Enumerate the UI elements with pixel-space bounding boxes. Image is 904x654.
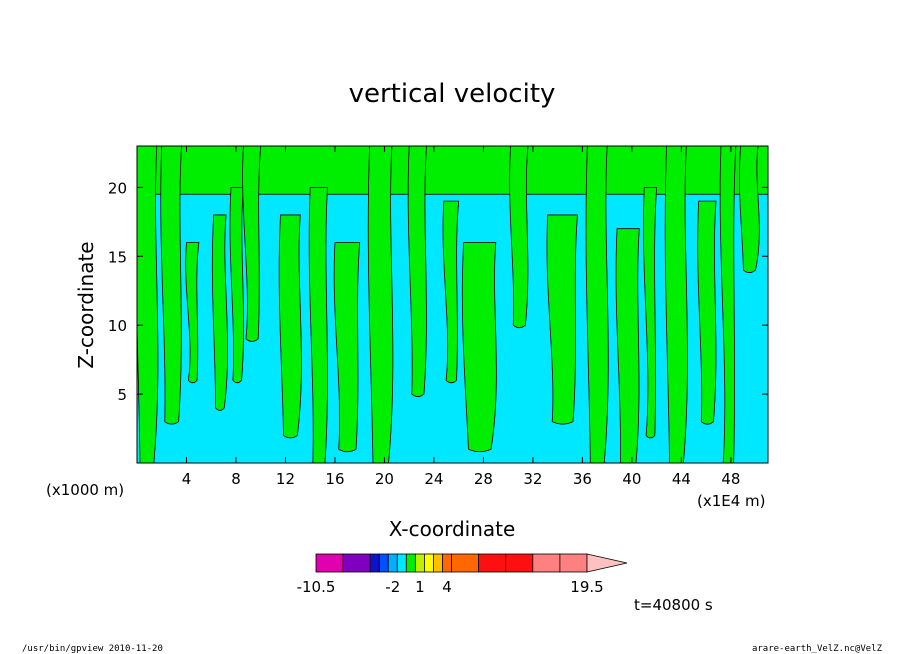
colorbar-label: -2 bbox=[385, 578, 400, 596]
colorbar-label: -10.5 bbox=[297, 578, 336, 596]
x-tick-label: 24 bbox=[424, 470, 443, 488]
colorbar-segment bbox=[532, 553, 561, 573]
chart-title: vertical velocity bbox=[349, 79, 556, 109]
colorbar-label: 19.5 bbox=[570, 578, 603, 596]
colorbar-label: 4 bbox=[442, 578, 452, 596]
positive-region bbox=[367, 146, 394, 463]
x-tick-label: 16 bbox=[325, 470, 344, 488]
y-tick-label: 10 bbox=[108, 317, 127, 335]
colorbar-segment bbox=[559, 553, 588, 573]
x-tick-label: 8 bbox=[231, 470, 241, 488]
positive-region bbox=[546, 214, 578, 425]
colorbar-segment bbox=[315, 553, 344, 573]
positive-region bbox=[585, 146, 609, 463]
colorbar-segment bbox=[414, 553, 425, 573]
footer-left: /usr/bin/gpview 2010-11-20 bbox=[22, 644, 163, 654]
y-tick-label: 15 bbox=[108, 248, 127, 266]
colorbar-segment bbox=[387, 553, 398, 573]
y-tick-label: 20 bbox=[108, 179, 127, 197]
plot-frame bbox=[136, 145, 769, 464]
positive-region bbox=[739, 146, 760, 273]
positive-region bbox=[407, 146, 427, 397]
positive-region bbox=[211, 214, 228, 411]
colorbar-segment bbox=[433, 553, 443, 573]
x-tick-label: 28 bbox=[474, 470, 493, 488]
colorbar-segment bbox=[478, 553, 507, 573]
colorbar-segment bbox=[378, 553, 389, 573]
positive-region bbox=[242, 146, 262, 342]
colorbar bbox=[315, 553, 628, 573]
colorbar-label: 1 bbox=[415, 578, 425, 596]
positive-velocity-regions bbox=[137, 146, 768, 463]
colorbar-segment bbox=[423, 553, 434, 573]
positive-region bbox=[308, 186, 328, 463]
positive-region bbox=[278, 214, 302, 439]
positive-region bbox=[615, 228, 640, 463]
x-axis-label: X-coordinate bbox=[389, 517, 516, 541]
x-tick-label: 20 bbox=[375, 470, 394, 488]
colorbar-segment bbox=[505, 553, 534, 573]
colorbar-segment bbox=[442, 553, 452, 573]
y-axis: 5 10 15 20 bbox=[108, 179, 768, 404]
colorbar-segment bbox=[451, 553, 480, 573]
colorbar-extend-arrow bbox=[586, 553, 628, 573]
upper-positive-band bbox=[137, 146, 768, 195]
positive-region bbox=[509, 146, 529, 329]
x-tick-label: 48 bbox=[721, 470, 740, 488]
positive-region bbox=[185, 242, 200, 384]
x-tick-label: 44 bbox=[672, 470, 691, 488]
colorbar-segment bbox=[342, 553, 371, 573]
colorbar-segment bbox=[369, 553, 380, 573]
positive-region bbox=[697, 200, 717, 425]
x-tick-label: 36 bbox=[573, 470, 592, 488]
time-label: t=40800 s bbox=[634, 596, 713, 614]
positive-region bbox=[229, 186, 245, 384]
y-axis-label: Z-coordinate bbox=[74, 241, 98, 368]
positive-region bbox=[160, 146, 182, 425]
x-tick-label: 4 bbox=[182, 470, 192, 488]
colorbar-labels: -10.5 -2 1 4 19.5 bbox=[297, 578, 604, 596]
positive-region bbox=[643, 186, 658, 439]
x-unit-right: (x1E4 m) bbox=[697, 492, 766, 510]
plot-area bbox=[137, 146, 768, 463]
colorbar-segment bbox=[405, 553, 416, 573]
x-axis: 4 8 12 16 20 24 28 32 36 40 44 48 bbox=[182, 146, 740, 488]
x-unit-left: (x1000 m) bbox=[46, 481, 124, 499]
positive-region bbox=[461, 242, 497, 453]
x-tick-label: 32 bbox=[523, 470, 542, 488]
colorbar-segment bbox=[396, 553, 407, 573]
positive-region bbox=[442, 200, 460, 384]
positive-region bbox=[719, 146, 737, 463]
positive-region bbox=[664, 146, 688, 463]
positive-region bbox=[137, 146, 159, 463]
positive-region bbox=[333, 242, 361, 453]
y-tick-label: 5 bbox=[117, 386, 127, 404]
x-tick-label: 12 bbox=[276, 470, 295, 488]
footer-right: arare-earth_VelZ.nc@VelZ bbox=[752, 644, 883, 654]
x-tick-label: 40 bbox=[622, 470, 641, 488]
